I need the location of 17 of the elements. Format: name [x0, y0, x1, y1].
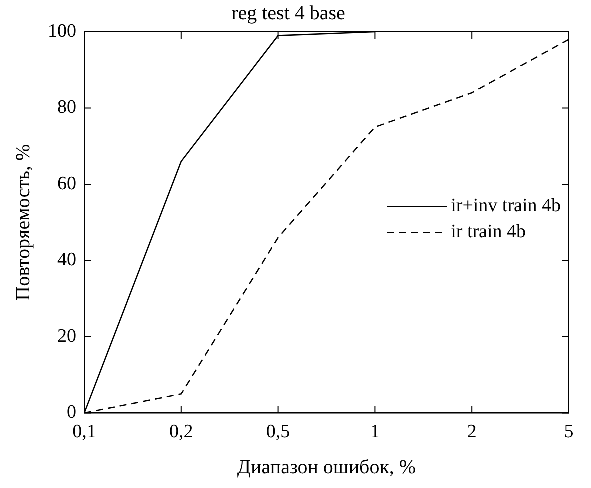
y-axis-title: Повторяемость, %: [12, 144, 34, 301]
x-tick-label: 2: [467, 422, 477, 443]
x-tick-label: 0,1: [72, 422, 96, 443]
x-axis-title: Диапазон ошибок, %: [237, 456, 416, 478]
y-tick-label: 0: [67, 402, 76, 424]
x-tick-label: 1: [370, 422, 380, 443]
y-tick-label: 60: [58, 173, 76, 194]
y-tick-label: 20: [58, 326, 76, 347]
y-tick-label: 100: [48, 20, 76, 42]
chart-title: reg test 4 base: [232, 2, 346, 24]
legend-label: ir+inv train 4b: [451, 196, 562, 217]
x-tick-label: 0,2: [170, 422, 194, 443]
y-tick-label: 40: [58, 250, 76, 271]
y-tick-label: 80: [58, 97, 76, 118]
x-tick-label: 0,5: [266, 422, 290, 443]
x-tick-label: 5: [564, 422, 574, 443]
legend-label: ir train 4b: [451, 222, 526, 243]
